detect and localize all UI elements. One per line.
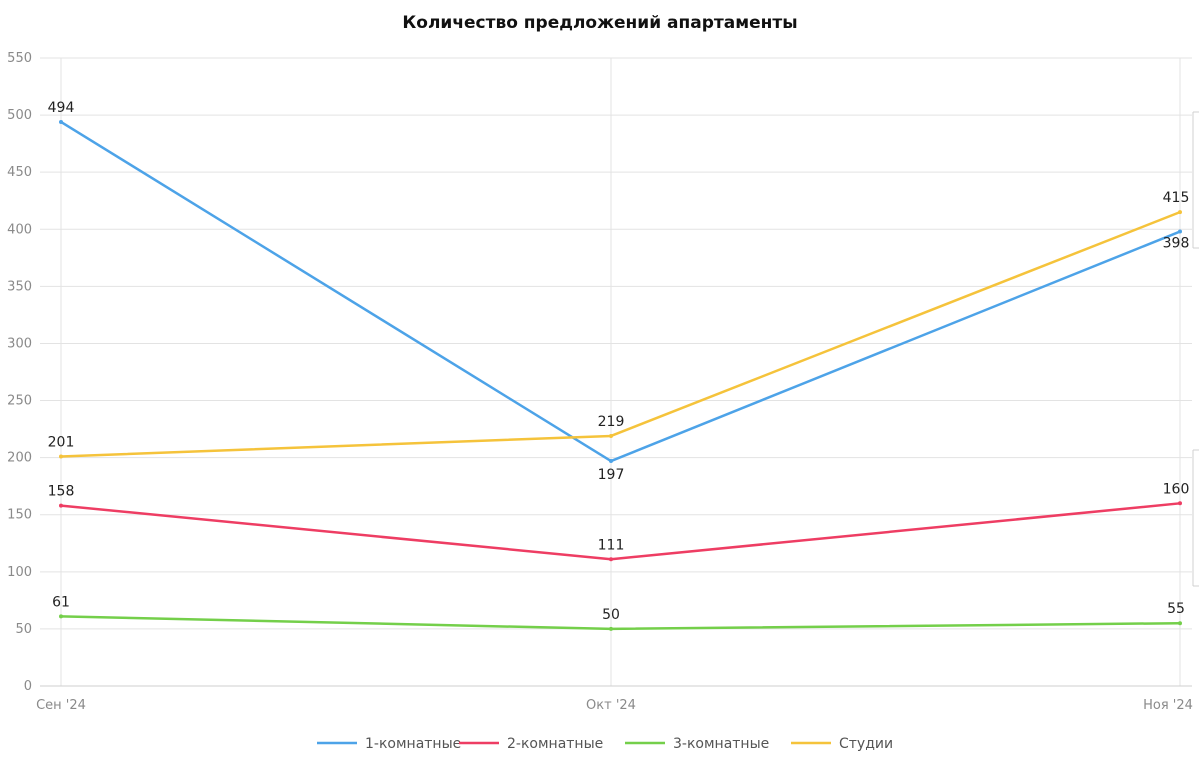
side-bracket-top <box>1192 111 1199 249</box>
y-tick-label: 200 <box>7 451 32 466</box>
series-line <box>59 615 1182 631</box>
y-tick-label: 450 <box>7 165 32 180</box>
data-label: 158 <box>48 484 75 500</box>
series-lines <box>59 119 1182 631</box>
chart-title: Количество предложений апартаменты <box>402 13 797 33</box>
y-tick-label: 500 <box>7 108 32 123</box>
axes: 0 50 100 150 200 250 300 350 400 450 500 550 Сен '24… <box>7 51 1193 713</box>
legend-label: 3-комнатные <box>673 736 769 752</box>
data-label: 50 <box>602 607 620 623</box>
legend-label: Студии <box>839 736 893 752</box>
legend-label: 1-комнатные <box>365 736 461 752</box>
y-tick-label: 0 <box>24 679 32 694</box>
legend-item[interactable]: 2-комнатные <box>459 736 603 752</box>
data-point <box>59 454 63 459</box>
data-point <box>609 433 613 438</box>
data-label: 55 <box>1167 601 1185 617</box>
x-tick-label: Сен '24 <box>36 698 86 713</box>
data-point <box>59 119 63 124</box>
series-line <box>59 120 1182 463</box>
legend-item[interactable]: 1-комнатные <box>317 736 461 752</box>
grid <box>40 57 1192 686</box>
data-point <box>59 503 63 508</box>
x-tick-label: Ноя '24 <box>1143 698 1193 713</box>
data-label: 61 <box>52 594 70 610</box>
y-tick-label: 350 <box>7 279 32 294</box>
legend: 1-комнатные 2-комнатные 3-комнатные Студии <box>317 736 893 752</box>
legend-item[interactable]: 3-комнатные <box>625 736 769 752</box>
y-tick-label: 250 <box>7 394 32 409</box>
data-label: 219 <box>598 414 625 430</box>
data-point <box>609 459 613 464</box>
data-point <box>1178 210 1182 215</box>
side-bracket-bottom <box>1192 449 1199 587</box>
data-point <box>59 614 63 619</box>
y-tick-label: 300 <box>7 336 32 351</box>
side-brackets <box>1192 111 1199 587</box>
data-label: 111 <box>598 537 625 553</box>
data-label: 201 <box>48 434 75 450</box>
data-labels: 494 197 398 158 111 160 61 50 55 201 219 415 <box>48 100 1190 623</box>
data-label: 494 <box>48 100 75 116</box>
data-label: 160 <box>1163 481 1190 497</box>
data-point <box>1178 621 1182 626</box>
data-label: 415 <box>1163 190 1190 206</box>
data-point <box>609 626 613 631</box>
legend-item[interactable]: Студии <box>791 736 893 752</box>
y-tick-label: 550 <box>7 51 32 66</box>
data-label: 197 <box>598 467 625 483</box>
data-point <box>1178 229 1182 234</box>
y-tick-label: 150 <box>7 508 32 523</box>
y-tick-label: 400 <box>7 222 32 237</box>
x-tick-label: Окт '24 <box>586 698 636 713</box>
data-point <box>1178 501 1182 506</box>
y-tick-label: 100 <box>7 565 32 580</box>
legend-label: 2-комнатные <box>507 736 603 752</box>
data-point <box>609 557 613 562</box>
y-tick-label: 50 <box>15 622 32 637</box>
data-label: 398 <box>1163 236 1190 252</box>
